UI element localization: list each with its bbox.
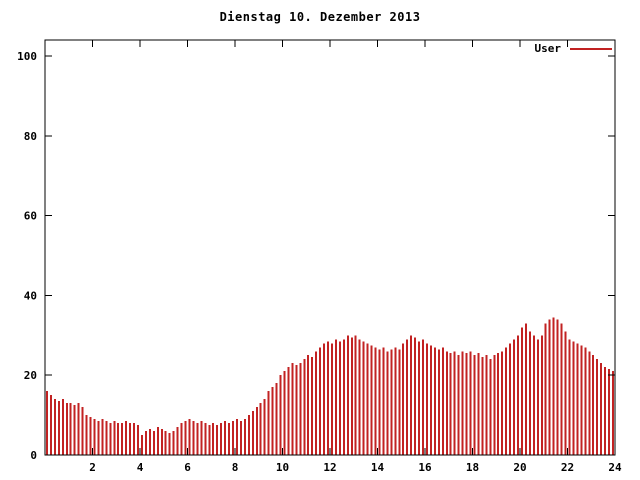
svg-text:22: 22 — [561, 461, 574, 474]
svg-text:4: 4 — [137, 461, 144, 474]
svg-text:20: 20 — [513, 461, 526, 474]
svg-text:24: 24 — [608, 461, 622, 474]
svg-text:2: 2 — [89, 461, 96, 474]
svg-text:12: 12 — [323, 461, 336, 474]
svg-text:80: 80 — [24, 130, 37, 143]
svg-text:100: 100 — [17, 50, 37, 63]
svg-text:6: 6 — [184, 461, 191, 474]
svg-text:60: 60 — [24, 210, 37, 223]
chart-title: Dienstag 10. Dezember 2013 — [219, 10, 421, 24]
svg-text:40: 40 — [24, 289, 37, 302]
svg-text:18: 18 — [466, 461, 479, 474]
legend-label-user: User — [534, 42, 562, 55]
svg-text:16: 16 — [418, 461, 432, 474]
legend-line-sample — [570, 47, 612, 50]
svg-text:14: 14 — [371, 461, 385, 474]
svg-text:10: 10 — [276, 461, 289, 474]
svg-text:8: 8 — [232, 461, 239, 474]
svg-text:0: 0 — [30, 449, 37, 462]
legend: User — [534, 42, 612, 55]
svg-text:20: 20 — [24, 369, 37, 382]
